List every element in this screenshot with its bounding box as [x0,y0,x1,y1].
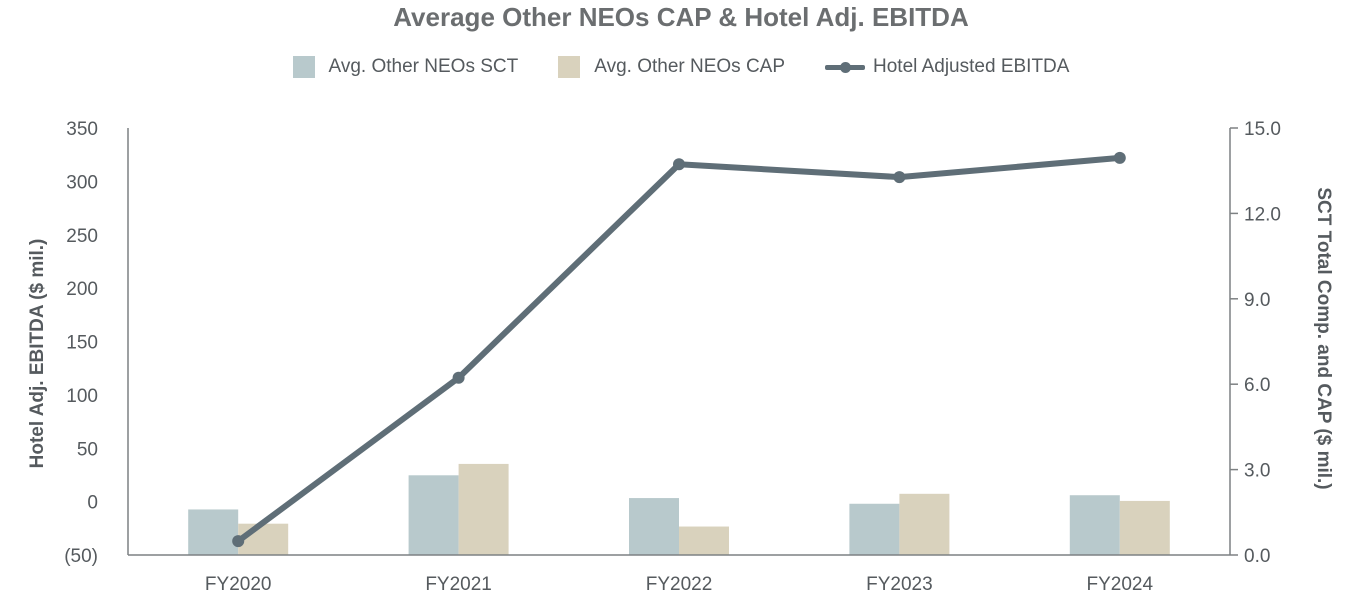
bar-cap-fy2023 [899,493,950,555]
left-tick-label: 100 [66,386,98,407]
bar-cap-fy2022 [679,526,729,555]
right-axis-title: SCT Total Comp. and CAP ($ mil.) [1313,187,1334,489]
right-tick-label: 15.0 [1244,119,1281,140]
bar-sct-fy2021 [408,475,459,555]
right-tick-label: 3.0 [1244,461,1270,482]
ebitda-line [235,154,1123,545]
right-tick-label: 12.0 [1244,204,1281,225]
x-tick-label: FY2023 [866,574,933,594]
legend-label-ebitda: Hotel Adjusted EBITDA [873,56,1070,77]
bar-cap-fy2021 [458,463,509,555]
ebitda-point-fy2020 [232,535,245,548]
x-tick-label: FY2024 [1087,574,1154,594]
legend-swatch-sct [292,56,315,78]
left-axis-title: Hotel Adj. EBITDA ($ mil.) [27,239,48,469]
chart-title: Average Other NEOs CAP & Hotel Adj. EBIT… [393,2,969,32]
left-tick-label: 150 [66,333,98,354]
ebitda-point-fy2022 [673,158,685,171]
bar-sct-fy2020 [188,509,239,555]
bar-sct-fy2022 [629,498,679,555]
left-tick-label: 50 [77,439,98,460]
legend-item-cap: Avg. Other NEOs CAP [558,56,785,78]
left-tick-label: 300 [66,172,98,193]
bar-cap-fy2020 [238,523,289,555]
legend-label-cap: Avg. Other NEOs CAP [594,56,786,77]
right-tick-label: 0.0 [1244,546,1270,567]
x-tick-label: FY2021 [425,574,492,594]
left-tick-label: 0 [87,493,98,514]
left-tick-label: (50) [64,546,98,567]
bar-sct-fy2023 [849,503,900,555]
x-tick-label: FY2022 [646,574,713,594]
left-tick-label: 200 [66,279,98,300]
right-tick-label: 9.0 [1244,290,1270,311]
legend-swatch-cap [558,56,581,78]
legend-swatch-ebitda [825,60,866,74]
left-tick-label: 250 [66,226,98,247]
bar-cap-fy2024 [1119,500,1170,555]
legend: Avg. Other NEOs SCT Avg. Other NEOs CAP … [0,56,1362,78]
legend-item-ebitda: Hotel Adjusted EBITDA [825,56,1069,78]
bar-sct-fy2024 [1069,495,1120,555]
left-tick-label: 350 [66,119,98,140]
right-tick-label: 6.0 [1244,375,1270,396]
x-tick-label: FY2020 [205,574,272,594]
legend-label-sct: Avg. Other NEOs SCT [328,56,519,77]
ebitda-point-fy2023 [893,171,906,184]
ebitda-point-fy2024 [1113,151,1126,164]
ebitda-point-fy2021 [452,371,465,384]
legend-item-sct: Avg. Other NEOs SCT [292,56,519,78]
